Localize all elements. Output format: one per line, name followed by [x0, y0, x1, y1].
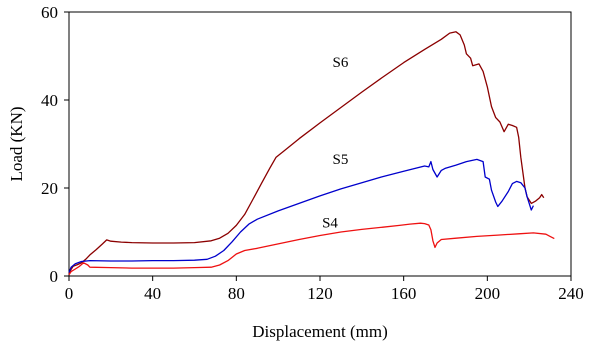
y-axis-ticks: 0 20 40 60: [41, 3, 69, 286]
y-axis-title: Load (KN): [7, 106, 26, 181]
series-line-s5: [68, 158, 534, 273]
y-tick-label: 60: [41, 3, 58, 22]
x-tick-label: 80: [228, 284, 245, 303]
y-tick-label: 20: [41, 179, 58, 198]
x-axis-title: Displacement (mm): [252, 322, 388, 341]
x-tick-label: 240: [558, 284, 584, 303]
y-tick-label: 40: [41, 91, 58, 110]
series-line-s4: [68, 222, 555, 276]
x-tick-label: 120: [307, 284, 333, 303]
plot-area-frame: [68, 11, 572, 277]
series-label-s5: S5: [333, 152, 349, 168]
y-tick-label: 0: [50, 267, 59, 286]
x-tick-label: 200: [475, 284, 501, 303]
x-tick-label: 160: [391, 284, 417, 303]
series-label-s6: S6: [333, 55, 349, 71]
series-line-s6: [68, 31, 545, 275]
x-axis-ticks: 0 40 80 120 160 200 240: [65, 276, 584, 303]
x-tick-label: 0: [65, 284, 74, 303]
series-layer: [68, 31, 555, 276]
series-labels: S6 S5 S4: [322, 55, 349, 232]
x-tick-label: 40: [144, 284, 161, 303]
series-label-s4: S4: [322, 216, 338, 232]
